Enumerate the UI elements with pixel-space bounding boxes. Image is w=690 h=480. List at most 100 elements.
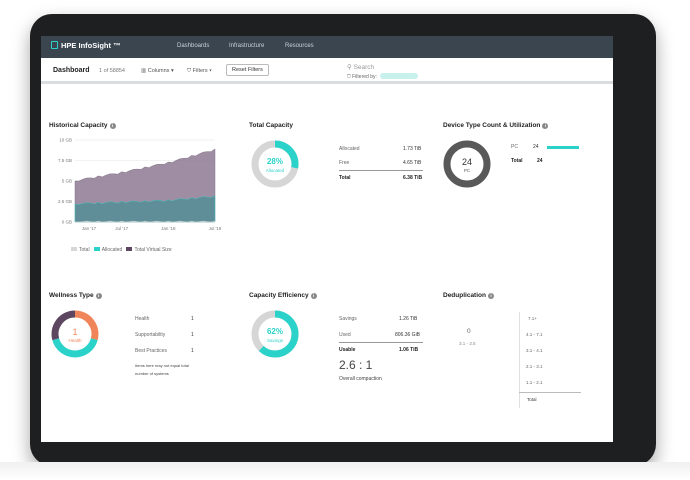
ring-health-arc [74, 310, 99, 341]
wt-row-label: Best Practices [135, 348, 167, 354]
ring-label: Savings [267, 338, 284, 343]
filters-dropdown[interactable]: ⛉ Filters ▾ [187, 68, 212, 75]
wellness-type-title: Wellness Type i [49, 292, 102, 299]
y-tick-label: 2.5 GB [58, 199, 72, 204]
search-icon: ⚲ [347, 64, 354, 71]
wt-row-value: 1 [191, 332, 194, 338]
filtered-by-label: Filtered by: [352, 74, 377, 80]
y-tick-label: 10 GB [59, 138, 72, 143]
ce-row-value: 1.06 TiB [399, 347, 419, 353]
y-tick-label: 0 GB [62, 220, 72, 225]
x-tick-label: Jan '17 [82, 226, 97, 231]
historical-capacity-chart: 10 GB 7.5 GB 5 GB 2.5 GB 0 GB Jan '17 Jul '17 J… [58, 138, 221, 232]
ring-value: 1 [72, 327, 77, 337]
nav-dashboards[interactable]: Dashboards [177, 43, 210, 49]
tc-row-value: 6.38 TiB [403, 175, 423, 181]
historical-capacity-label: Historical Capacity [49, 122, 108, 129]
x-tick-label: Jul '18 [209, 226, 221, 231]
record-count: 1 of 58854 [99, 68, 125, 74]
ring-allocated-arc [251, 140, 299, 188]
info-icon[interactable]: i [542, 123, 549, 129]
device-type-label: Device Type Count & Utilization [443, 122, 541, 129]
info-icon[interactable]: i [310, 293, 317, 299]
ce-row-value: 806.36 GiB [395, 332, 421, 338]
wellness-note: number of systems [135, 371, 169, 376]
wellness-note: Items here may not equal total [135, 363, 189, 368]
columns-label: Columns ▾ [147, 68, 174, 74]
y-tick-label: 5 GB [62, 179, 72, 184]
dedup-center-value: 0 [467, 328, 471, 335]
ring-savings-arc [251, 310, 299, 358]
tc-row-label: Allocated [339, 146, 360, 152]
search-placeholder: Search [353, 64, 375, 71]
dedup-bucket: 7.1+ [528, 316, 537, 321]
ring-label: PC [464, 168, 471, 173]
divider [339, 170, 423, 171]
divider [339, 342, 423, 343]
legend-swatch-total [71, 247, 77, 251]
columns-icon: ▥ [141, 68, 148, 74]
app-logo[interactable]: HPE InfoSight ™ [51, 41, 121, 50]
dedup-total-label: Total [527, 397, 537, 402]
series-area-allocated [74, 195, 216, 223]
tc-row-label: Total [339, 175, 351, 181]
ring-best-practices-arc [51, 310, 76, 341]
dedup-divider [519, 312, 520, 408]
nav-infrastructure[interactable]: Infrastructure [229, 43, 265, 49]
capacity-efficiency-title: Capacity Efficiency i [249, 292, 317, 299]
ring-label: Allocated [266, 168, 285, 173]
deduplication-label: Deduplication [443, 292, 486, 299]
dt-row-value: 24 [533, 144, 539, 150]
toolbar: Dashboard 1 of 58854 ▥ Columns ▾ ⛉ Filte… [41, 58, 613, 84]
tablet-shadow [0, 462, 690, 480]
wellness-ring: 1 Health [51, 310, 99, 358]
top-navigation: HPE InfoSight ™ Dashboards Infrastructur… [41, 36, 613, 58]
tc-row-label: Free [339, 160, 350, 166]
app-logo-label: HPE InfoSight ™ [61, 41, 121, 50]
reset-filters-button[interactable]: Reset Filters [226, 64, 269, 76]
dt-row-label: PC [511, 144, 518, 150]
hpe-logo-icon [51, 41, 58, 49]
wt-row-label: Health [135, 316, 150, 322]
legend-swatch-allocated [93, 247, 100, 251]
page-title: Dashboard [53, 67, 90, 74]
utilization-bar [547, 146, 579, 149]
capacity-efficiency-ring: 62% Savings [251, 310, 299, 358]
ce-row-label: Savings [339, 316, 357, 322]
divider [519, 392, 581, 393]
search-input[interactable]: ⚲ Search [347, 63, 374, 71]
device-type-title: Device Type Count & Utilization i [443, 122, 549, 129]
dedup-bucket: 2.1 - 3.1 [526, 364, 543, 369]
wt-row-value: 1 [191, 316, 194, 322]
total-capacity-ring: 28% Allocated [251, 140, 299, 188]
info-icon[interactable]: i [109, 123, 116, 129]
wt-row-value: 1 [191, 348, 194, 354]
x-tick-label: Jul '17 [115, 226, 128, 231]
capacity-efficiency-label: Capacity Efficiency [249, 292, 309, 299]
ring-percent: 62% [267, 327, 283, 336]
historical-legend: Total Allocated Total Virtual Size [71, 247, 172, 253]
tc-row-value: 1.73 TiB [403, 146, 422, 152]
info-icon[interactable]: i [95, 293, 102, 299]
ring-supportability-arc [52, 338, 98, 358]
dedup-bucket: 1.1 - 2.1 [526, 380, 543, 385]
compaction-label: Overall compaction [339, 376, 382, 382]
compaction-ratio: 2.6 : 1 [339, 358, 373, 372]
ring-value: 24 [462, 157, 472, 167]
filter-chip[interactable] [379, 73, 418, 79]
utilization-bar-fill [547, 146, 579, 149]
info-icon[interactable]: i [487, 293, 494, 299]
ring-percent: 28% [267, 157, 283, 166]
screen: HPE InfoSight ™ Dashboards Infrastructur… [41, 36, 613, 442]
tc-row-value: 4.65 TiB [403, 160, 422, 166]
nav-resources[interactable]: Resources [285, 43, 314, 49]
deduplication-title: Deduplication i [443, 292, 494, 299]
y-tick-label: 7.5 GB [58, 158, 72, 163]
ce-row-label: Used [339, 332, 351, 338]
total-capacity-title: Total Capacity [249, 122, 293, 129]
dedup-center-label: 3.1 - 3.5 [459, 341, 476, 346]
columns-dropdown[interactable]: ▥ Columns ▾ [141, 68, 174, 74]
historical-capacity-title: Historical Capacity i [49, 122, 116, 129]
ring-arc [443, 140, 491, 188]
series-area-total [75, 220, 216, 223]
